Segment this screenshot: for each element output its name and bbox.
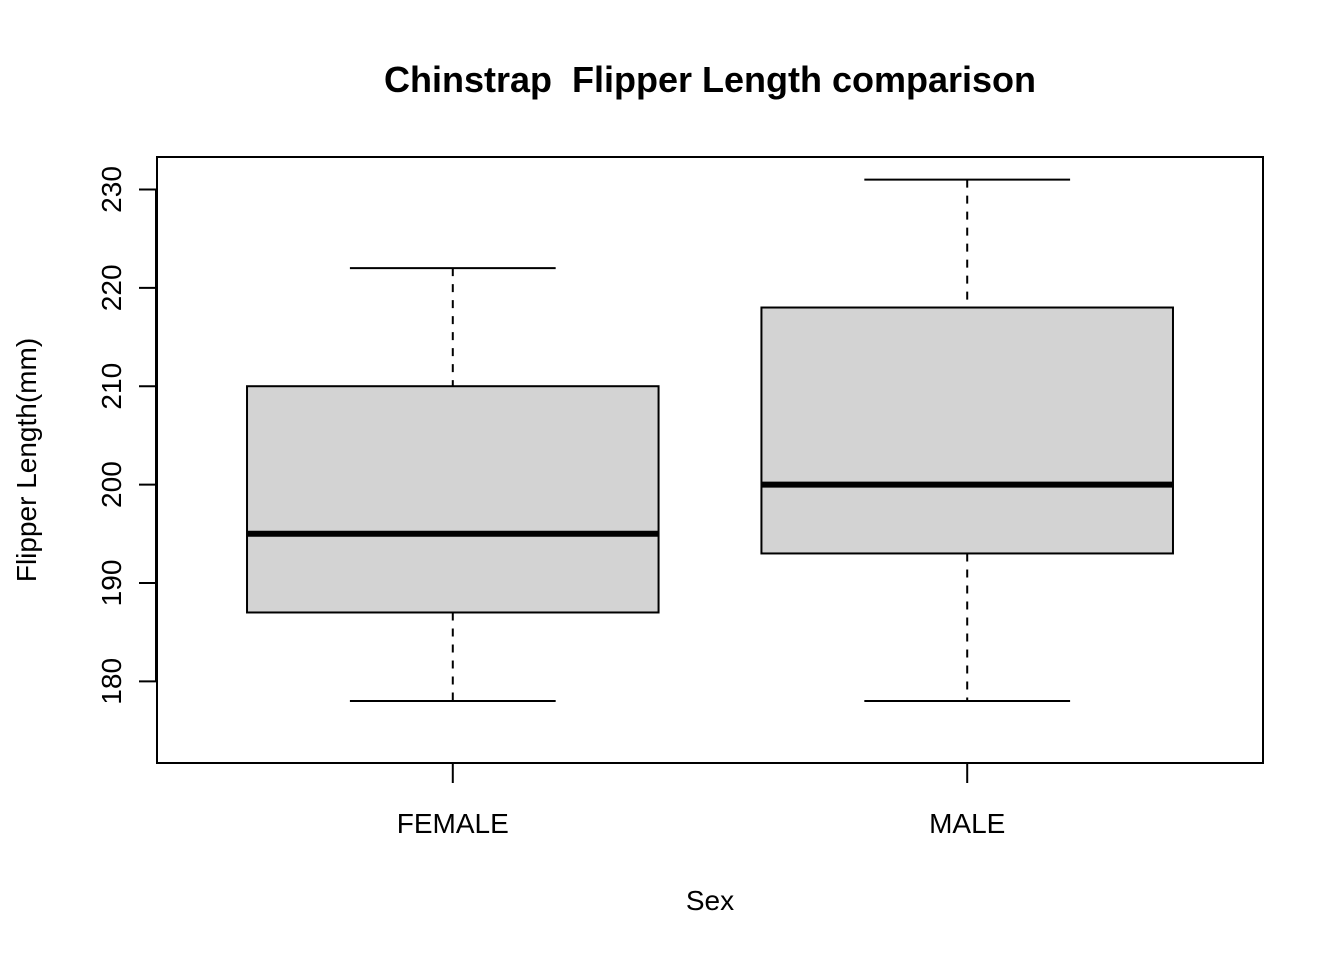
y-tick-label: 210 <box>96 363 127 410</box>
y-axis-label: Flipper Length(mm) <box>11 338 42 582</box>
iqr-box <box>246 385 660 614</box>
x-axis-label: Sex <box>686 885 734 916</box>
y-tick-label: 230 <box>96 166 127 213</box>
y-tick-label: 190 <box>96 560 127 607</box>
x-tick-label: MALE <box>929 808 1005 839</box>
y-tick-label: 200 <box>96 461 127 508</box>
y-tick-label: 180 <box>96 658 127 705</box>
iqr-box <box>760 306 1174 555</box>
chart-title: Chinstrap Flipper Length comparison <box>384 59 1036 100</box>
box-group <box>246 178 1174 703</box>
box-female <box>246 267 660 703</box>
y-tick-label: 220 <box>96 264 127 311</box>
x-axis: FEMALE MALE <box>397 763 1005 839</box>
x-tick-label: FEMALE <box>397 808 509 839</box>
y-axis: 180 190 200 210 220 230 <box>96 166 157 705</box>
box-male <box>760 178 1174 703</box>
